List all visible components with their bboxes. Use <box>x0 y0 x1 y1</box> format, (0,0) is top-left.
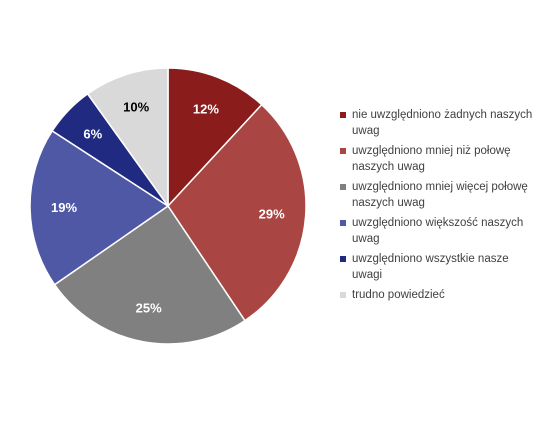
legend-item: trudno powiedzieć <box>340 287 540 303</box>
legend-swatch <box>340 184 346 190</box>
pie-slice <box>29 129 170 286</box>
legend-swatch <box>340 256 346 262</box>
legend-label: uwzględniono mniej więcej połowę naszych… <box>352 181 528 209</box>
legend-label: uwzględniono większość naszych uwag <box>352 217 524 245</box>
slice-data-label: 12% <box>193 102 219 117</box>
legend-swatch <box>340 112 346 118</box>
legend-swatch <box>340 292 346 298</box>
legend-item: uwzględniono wszystkie nasze uwagi <box>340 251 540 283</box>
pie-slice <box>53 204 246 345</box>
legend-item: uwzględniono większość naszych uwag <box>340 215 540 247</box>
slice-data-label: 19% <box>51 200 77 215</box>
legend-swatch <box>340 148 346 154</box>
legend-item: uwzględniono mniej niż połowę naszych uw… <box>340 143 540 175</box>
pie-slice <box>167 103 307 322</box>
slice-data-label: 25% <box>136 301 162 316</box>
legend-item: uwzględniono mniej więcej połowę naszych… <box>340 179 540 211</box>
slice-data-label: 29% <box>259 207 285 222</box>
legend-item: nie uwzględniono żadnych naszych uwag <box>340 107 540 139</box>
legend-label: nie uwzględniono żadnych naszych uwag <box>352 109 533 137</box>
legend-label: uwzględniono mniej niż połowę naszych uw… <box>352 145 511 173</box>
pie-slice <box>86 67 169 209</box>
legend-swatch <box>340 220 346 226</box>
chart-legend: nie uwzględniono żadnych naszych uwag uwz… <box>340 107 540 307</box>
slice-data-label: 10% <box>123 99 149 114</box>
legend-label: uwzględniono wszystkie nasze uwagi <box>352 253 509 281</box>
pie-slice <box>167 67 263 208</box>
legend-label: trudno powiedzieć <box>352 289 445 301</box>
slice-data-label: 6% <box>83 127 102 142</box>
